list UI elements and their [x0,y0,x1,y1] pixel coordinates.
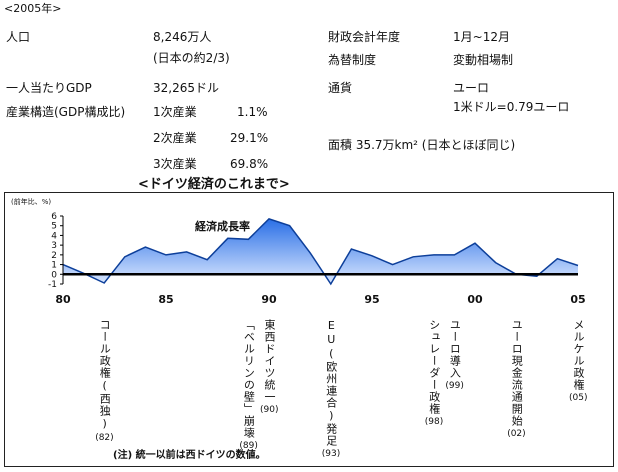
tertiary-industry-value: 69.8% [230,157,269,171]
x-tick-label: 05 [570,293,585,306]
currency-rate: 1米ドル=0.79ユーロ [453,100,570,114]
growth-area [63,218,578,284]
series-label: 経済成長率 [195,219,250,233]
event-label: 東西ドイツ統一 [263,319,276,403]
fx-system-label: 為替制度 [328,53,377,67]
fiscal-year-label: 財政会計年度 [328,30,401,44]
x-tick-label: 90 [261,293,277,306]
event-year-code: (99) [445,381,464,391]
event-year-code: (98) [424,417,444,427]
y-tick-label: 3 [51,241,57,251]
secondary-industry-value: 29.1% [230,131,269,145]
y-axis-label: (前年比、%) [11,197,51,206]
event-label: 「ベルリンの壁」崩壊 [242,319,256,439]
fx-system-value: 変動相場制 [453,53,514,67]
population-note: (日本の約2/3) [153,51,230,65]
y-tick-label: 5 [51,222,57,232]
y-tick-label: 6 [51,212,57,222]
x-tick-label: 00 [467,293,483,306]
event-label: ユーロ現金流通開始 [510,319,524,427]
fiscal-year-value: 1月~12月 [453,30,510,44]
x-tick-label: 85 [158,293,173,306]
event-label: コール政権(西独) [98,319,112,431]
area-text: 面積 35.7万km² (日本とほぼ同じ) [328,138,516,152]
currency-value: ユーロ [453,81,490,95]
x-tick-label: 95 [364,293,379,306]
growth-line [62,218,579,286]
y-tick-label: 1 [51,261,57,271]
event-label: メルケル政権 [572,319,585,391]
industry-structure-label: 産業構造(GDP構成比) [6,105,126,119]
event-year-code: (89) [239,441,258,451]
event-year-code: (93) [321,449,341,459]
chart-footnote: (注) 統一以前は西ドイツの数値。 [113,450,266,461]
chart-section-title: <ドイツ経済のこれまで> [138,177,290,192]
primary-industry-value: 1.1% [237,105,268,119]
event-label: EU(欧州連合)発足 [324,319,338,447]
gdp-per-capita-label: 一人当たりGDP [6,81,92,95]
primary-industry-label: 1次産業 [153,105,197,119]
x-tick-label: 80 [55,293,71,306]
y-tick-label: -1 [48,280,57,290]
event-label: シュレーダー政権 [427,319,441,415]
population-label: 人口 [6,30,31,44]
y-tick-label: 2 [51,251,57,261]
event-year-code: (90) [260,405,279,415]
currency-label: 通貨 [328,81,353,95]
tertiary-industry-label: 3次産業 [153,157,197,171]
event-year-code: (82) [95,433,114,443]
event-year-code: (05) [569,393,588,403]
year-tag: <2005年> [4,2,62,15]
secondary-industry-label: 2次産業 [153,131,197,145]
population-value: 8,246万人 [153,30,212,44]
event-year-code: (02) [507,429,526,439]
event-label: ユーロ導入 [448,319,462,379]
gdp-per-capita-value: 32,265ドル [153,81,219,95]
y-tick-label: 0 [51,270,57,280]
chart-panel: 6 5 4 3 2 1 0 -1 80 85 90 95 00 05 (前年比、%) 経済成長率 コール… [4,192,614,467]
y-tick-label: 4 [51,231,57,241]
